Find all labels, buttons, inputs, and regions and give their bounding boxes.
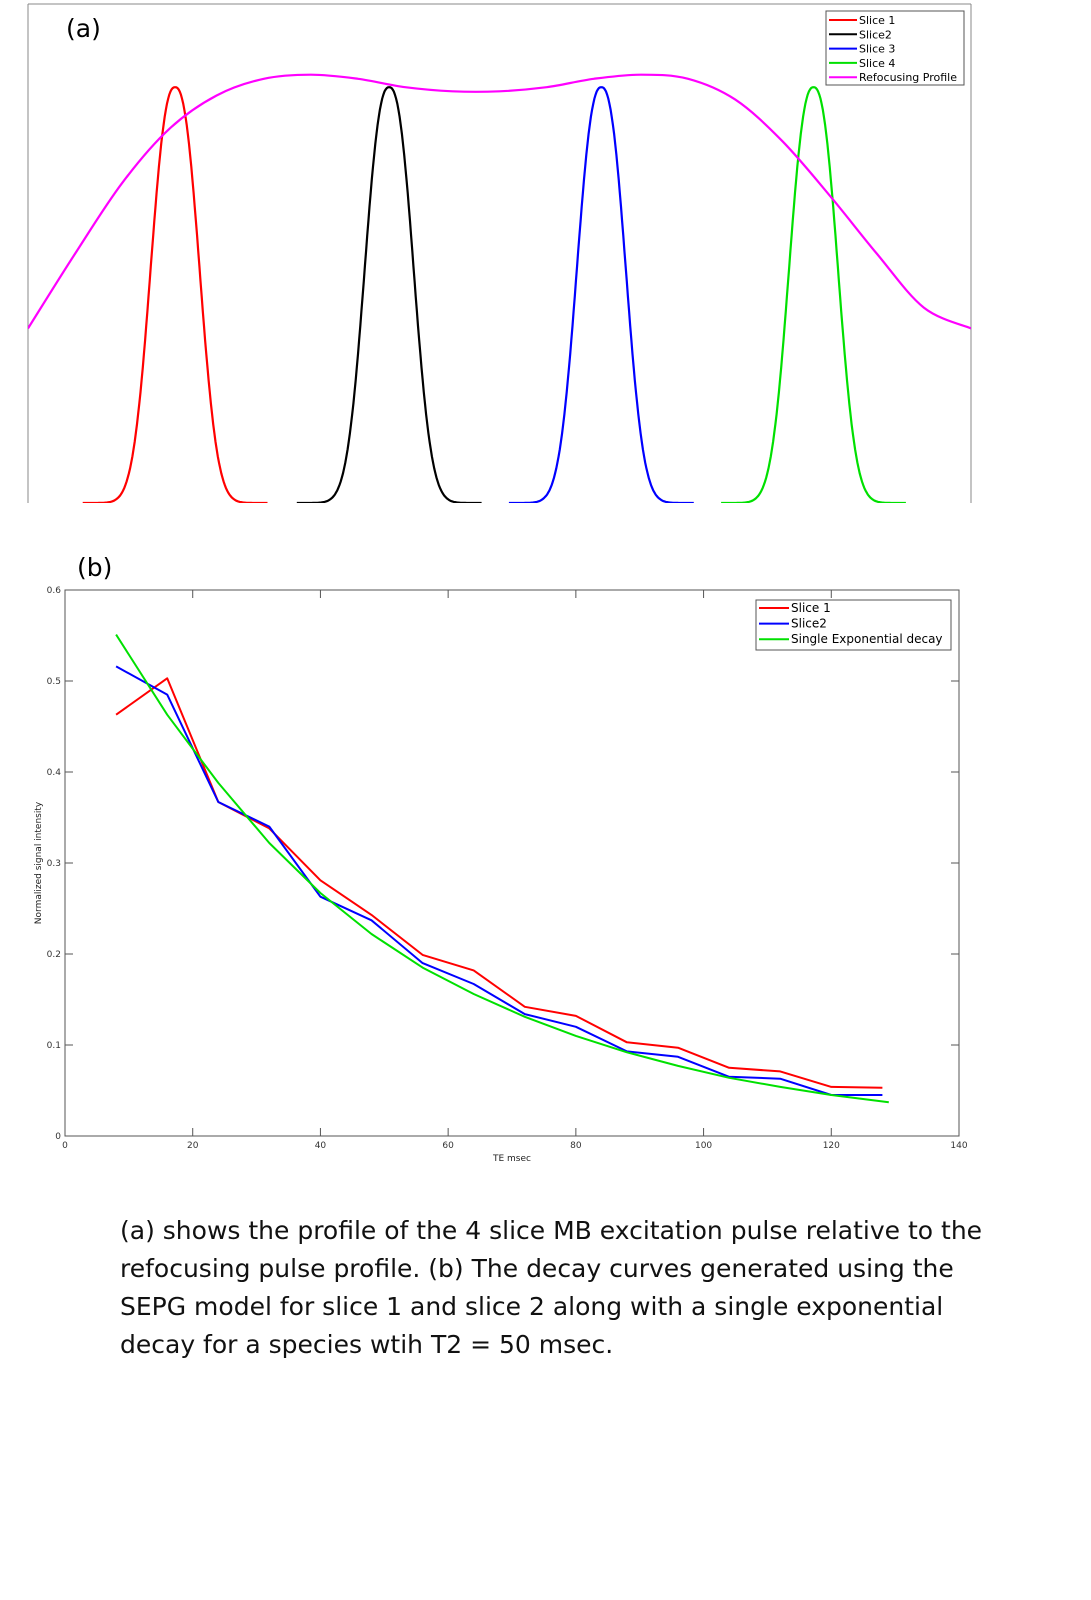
x-axis-title: TE msec — [492, 1154, 531, 1164]
y-tick-label: 0.4 — [47, 768, 62, 778]
panel-b-label: (b) — [77, 553, 112, 582]
slice-profile-slice-1 — [82, 86, 268, 503]
legend-label-slice-3: Slice 3 — [859, 43, 895, 56]
series-line-slice2 — [115, 665, 883, 1096]
x-tick-label: 100 — [695, 1141, 712, 1151]
y-tick-label: 0.2 — [47, 950, 61, 960]
series-line-single-exponential-decay — [115, 634, 889, 1104]
x-tick-label: 140 — [950, 1141, 967, 1151]
x-tick-label: 80 — [570, 1141, 582, 1151]
legend-label-slice-1: Slice 1 — [859, 14, 895, 27]
x-tick-label: 60 — [442, 1141, 454, 1151]
y-tick-label: 0.1 — [47, 1041, 61, 1051]
legend-label-slice2: Slice2 — [859, 28, 892, 41]
slice-profile-slice-4 — [721, 86, 906, 503]
legend-label-refocusing-profile: Refocusing Profile — [859, 71, 957, 84]
x-tick-label: 120 — [823, 1141, 840, 1151]
x-tick-label: 40 — [315, 1141, 327, 1151]
series-line-slice-1 — [115, 677, 883, 1089]
slice-profile-slice-3 — [508, 86, 694, 503]
legend-label-slice-4: Slice 4 — [859, 57, 895, 70]
legend-label-single-exponential-decay: Single Exponential decay — [791, 632, 943, 646]
figure-caption: (a) shows the profile of the 4 slice MB … — [120, 1216, 983, 1359]
panel-a-curves — [28, 73, 971, 503]
slice-profile-slice2 — [296, 86, 482, 503]
y-axis-title: Normalized signal intensity — [34, 801, 44, 924]
y-tick-label: 0.3 — [47, 859, 61, 869]
y-tick-label: 0.5 — [47, 677, 61, 687]
panel-a-label: (a) — [66, 14, 101, 43]
y-tick-label: 0.6 — [47, 586, 62, 596]
panel-b-decay-curves: (b) 0 20 40 60 80 100 120 140 0 0.1 0.2 0.3 0.4 0.5 0.… — [34, 553, 968, 1164]
legend-label-slice-1: Slice 1 — [791, 601, 831, 615]
panel-b-legend-box — [755, 599, 952, 651]
refocusing-profile-line — [28, 73, 971, 330]
legend-label-slice2: Slice2 — [791, 617, 827, 631]
x-tick-label: 0 — [62, 1141, 68, 1151]
panel-b-lines — [115, 634, 889, 1104]
panel-b-plot-area — [64, 589, 960, 1137]
x-tick-label: 20 — [187, 1141, 199, 1151]
y-tick-label: 0 — [55, 1132, 61, 1142]
panel-b-ticks: 0 20 40 60 80 100 120 140 0 0.1 0.2 0.3 0.4 0.5 0.6 — [47, 586, 968, 1151]
